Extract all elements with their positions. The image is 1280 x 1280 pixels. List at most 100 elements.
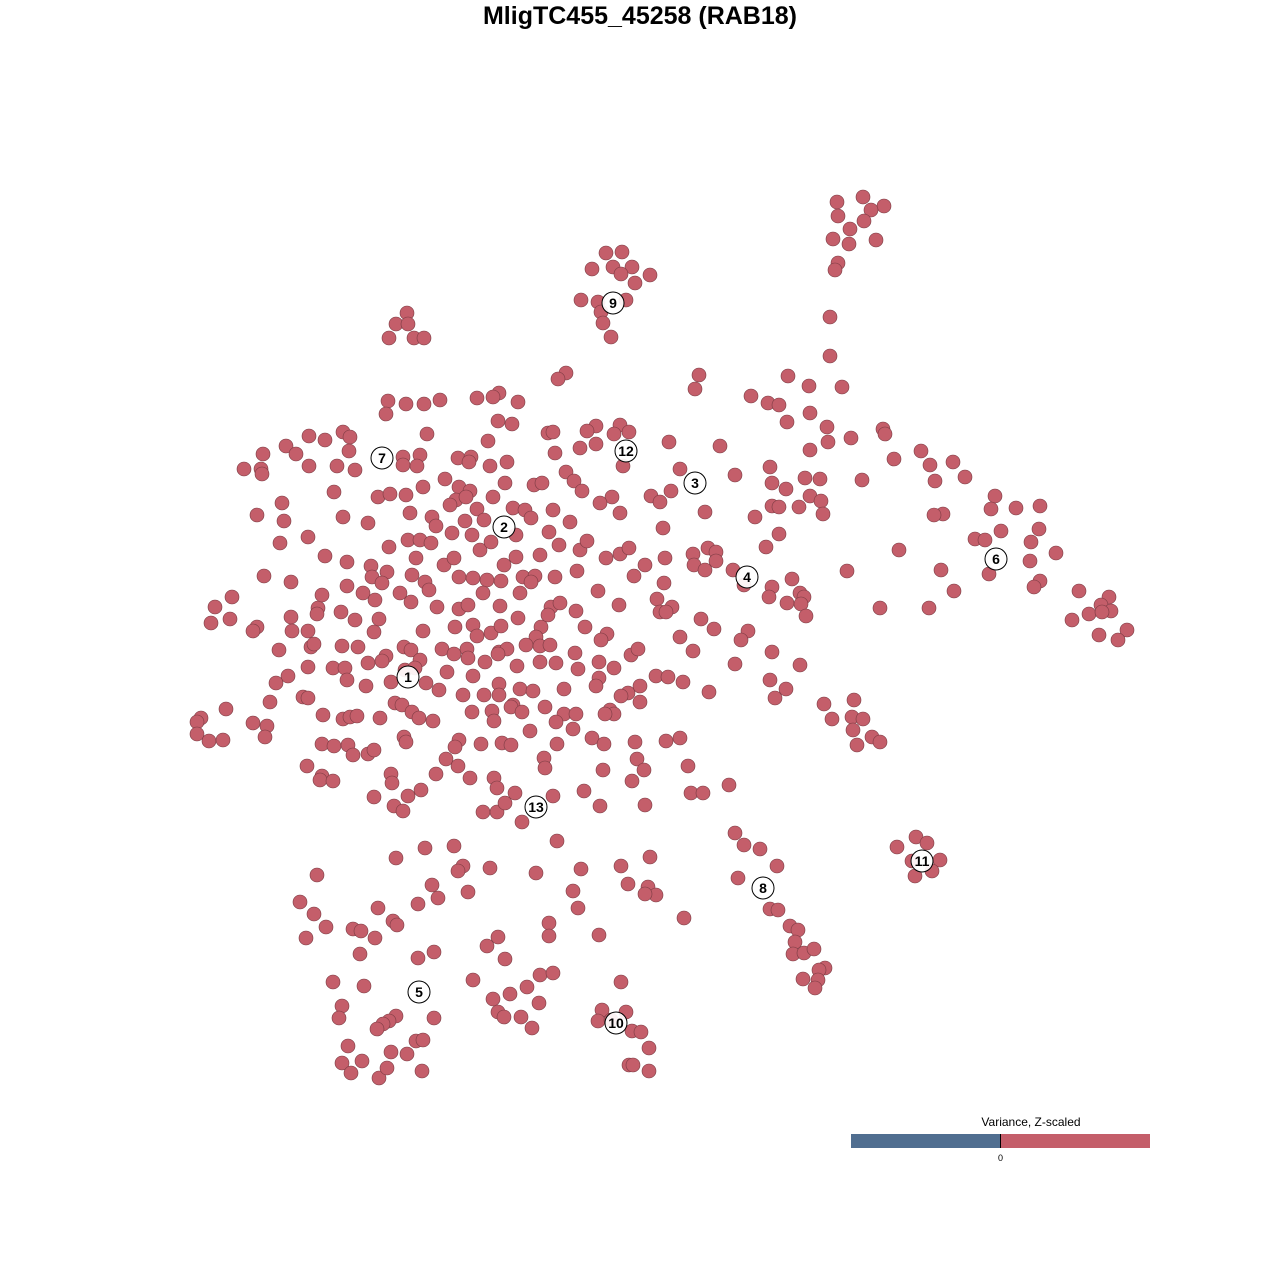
data-point [569,563,585,579]
data-point [660,669,676,685]
data-point [863,202,879,218]
data-point [708,553,724,569]
data-point [842,221,858,237]
data-point [795,971,811,987]
data-point [621,424,637,440]
data-point [649,591,665,607]
data-point [415,1032,431,1048]
data-point [545,965,561,981]
data-point [218,701,234,717]
data-point [626,568,642,584]
data-point [549,833,565,849]
data-point [730,870,746,886]
data-point [355,585,371,601]
data-point [779,414,795,430]
data-point [778,681,794,697]
data-point [614,244,630,260]
data-point [547,445,563,461]
data-point [590,583,606,599]
legend-colorbar [851,1134,1150,1148]
data-point [366,624,382,640]
data-point [784,571,800,587]
data-point [380,393,396,409]
cluster-label-badge [683,471,707,495]
colorbar-negative [851,1134,1001,1148]
data-point [486,713,502,729]
data-point [451,569,467,585]
data-point [222,611,238,627]
data-point [392,585,408,601]
data-point [778,481,794,497]
cluster-label-7: 7 [370,446,394,470]
data-point [542,637,558,653]
data-point [283,609,299,625]
data-point [497,475,513,491]
cluster-label-badge [910,849,934,873]
data-point [400,316,416,332]
data-point [499,454,515,470]
data-point [360,515,376,531]
data-point [532,967,548,983]
cluster-label-12: 12 [614,439,638,463]
data-point [855,189,871,205]
cluster-label-badge [492,515,516,539]
cluster-label-text: 13 [528,799,544,815]
data-point [339,578,355,594]
data-point [276,513,292,529]
data-point [829,194,845,210]
data-point [326,484,342,500]
data-point [680,758,696,774]
data-point [347,462,363,478]
cluster-label-badge [370,446,394,470]
data-point [509,658,525,674]
data-point [374,575,390,591]
data-point [339,554,355,570]
data-point [367,592,383,608]
cluster-label-2: 2 [492,515,516,539]
data-point [395,803,411,819]
data-point [856,213,872,229]
data-point [987,488,1003,504]
data-point [490,413,506,429]
cluster-label-text: 4 [743,569,751,585]
data-point [886,451,902,467]
data-point [458,489,474,505]
data-point [340,1038,356,1054]
data-point [572,440,588,456]
data-point [868,232,884,248]
data-point [465,972,481,988]
cluster-label-3: 3 [683,471,707,495]
data-point [421,582,437,598]
data-point [444,525,460,541]
data-point [360,655,376,671]
data-point [283,574,299,590]
data-point [541,928,557,944]
data-point [299,758,315,774]
data-point [825,231,841,247]
data-point [461,454,477,470]
data-point [314,736,330,752]
data-point [335,509,351,525]
data-point [318,919,334,935]
data-point [770,902,786,918]
data-point [541,524,557,540]
data-point [402,505,418,521]
data-point [490,929,506,945]
data-point [257,729,273,745]
data-point [496,557,512,573]
data-point [379,1060,395,1076]
data-point [504,416,520,432]
data-point [771,526,787,542]
data-point [652,494,668,510]
data-point [512,585,528,601]
data-point [822,309,838,325]
data-point [370,900,386,916]
data-point [497,795,513,811]
data-point [577,619,593,635]
data-point [624,773,640,789]
data-point [872,734,888,750]
data-point [603,329,619,345]
data-point [347,612,363,628]
data-point [455,687,471,703]
